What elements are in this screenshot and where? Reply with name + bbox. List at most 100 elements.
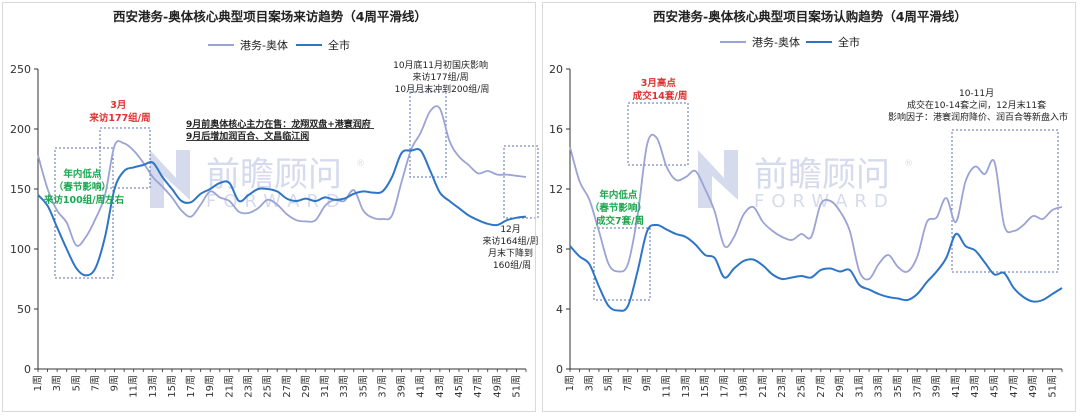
legend-label-gangwu: 港务-奥体 [752, 35, 800, 49]
legend-label-gangwu: 港务-奥体 [240, 38, 288, 52]
x-tick-label: 51周 [1046, 375, 1058, 398]
subscription-trend-panel: 西安港务-奥体核心典型项目案场认购趋势（4周平滑线） 港务-奥体 全市 前瞻顾问… [540, 0, 1080, 416]
visit-plot-area: 0 50 100 150 200 250 1周 3周 5周 7周 9周 11周 13周 15周 17周 19周… [10, 63, 527, 398]
x-tick-label: 5周 [603, 375, 615, 391]
watermark-brand-en: FORWARD [754, 191, 895, 212]
y-tick-label: 4 [556, 303, 563, 316]
forward-logo-icon [150, 150, 190, 208]
x-tick-label: 3周 [51, 375, 63, 391]
x-tick-label: 13周 [147, 375, 159, 398]
annotation-march: 3月 来访177组/周 [88, 100, 150, 124]
y-tick-label: 0 [556, 363, 563, 376]
x-tick-label: 41周 [950, 375, 962, 398]
x-tick-label: 11周 [660, 375, 672, 398]
y-tick-label: 150 [10, 183, 31, 196]
x-tick-label: 17周 [185, 375, 197, 398]
x-tick-label: 35周 [892, 375, 904, 398]
chart-title: 西安港务-奥体核心典型项目案场来访趋势（4周平滑线） [113, 9, 427, 24]
x-tick-label: 3周 [583, 375, 595, 391]
x-tick-label: 29周 [300, 375, 312, 398]
x-tick-label: 27周 [281, 375, 293, 398]
visit-trend-chart: 西安港务-奥体核心典型项目案场来访趋势（4周平滑线） 港务-奥体 全市 前瞻顾问… [10, 9, 540, 398]
x-tick-label: 49周 [491, 375, 503, 398]
annotation-sept: 9月前奥体核心主力在售：龙翔双盘+港寰润府 9月后增加润百合、文昌临江阅 [186, 118, 374, 142]
x-tick-label: 27周 [815, 375, 827, 398]
y-tick-label: 0 [24, 363, 31, 376]
x-tick-label: 33周 [873, 375, 885, 398]
x-tick-label: 51周 [510, 375, 522, 398]
annotation-box-oct [409, 91, 447, 178]
x-tick-label: 49周 [1027, 375, 1039, 398]
x-tick-label: 17周 [718, 375, 730, 398]
x-tick-label: 29周 [834, 375, 846, 398]
x-tick-label: 35周 [357, 375, 369, 398]
x-tick-label: 47周 [1008, 375, 1020, 398]
x-tick-label: 19周 [204, 375, 216, 398]
annotation-box-dec [503, 145, 539, 219]
x-tick-label: 1周 [32, 375, 44, 391]
subscription-trend-chart: 西安港务-奥体核心典型项目案场认购趋势（4周平滑线） 港务-奥体 全市 前瞻顾问… [549, 9, 1068, 398]
x-tick-label: 25周 [262, 375, 274, 398]
series-line-city [37, 148, 527, 277]
y-tick-label: 20 [549, 63, 563, 76]
y-tick-label: 50 [17, 303, 31, 316]
annotation-oct: 10月底11月初国庆影响 来访177组/周 10月月末冲到200组/周 [393, 59, 491, 95]
x-tick-label: 31周 [853, 375, 865, 398]
panel-frame [2, 2, 536, 412]
x-tick-label: 37周 [911, 375, 923, 398]
annotation-box-oct [951, 129, 1059, 273]
x-tick-label: 25周 [796, 375, 808, 398]
y-tick-label: 16 [549, 123, 563, 136]
x-tick-label: 45周 [988, 375, 1000, 398]
y-tick-label: 100 [10, 243, 31, 256]
x-tick-label: 15周 [166, 375, 178, 398]
x-tick-label: 21周 [757, 375, 769, 398]
x-tick-label: 7周 [622, 375, 634, 391]
x-tick-label: 39周 [396, 375, 408, 398]
x-tick-label: 13周 [680, 375, 692, 398]
x-tick-label: 1周 [564, 375, 576, 391]
series-line-city [569, 223, 1063, 312]
x-tick-label: 39周 [931, 375, 943, 398]
series-line-gangwu [569, 133, 1063, 281]
y-tick-label: 8 [556, 243, 563, 256]
y-tick-label: 12 [549, 183, 563, 196]
x-tick-label: 43周 [969, 375, 981, 398]
annotation-box-low [54, 147, 114, 279]
x-tick-label: 19周 [738, 375, 750, 398]
x-tick-label: 15周 [699, 375, 711, 398]
x-tick-label: 23周 [776, 375, 788, 398]
annotation-box-low [593, 227, 651, 301]
x-tick-label: 31周 [319, 375, 331, 398]
annotation-low: 年内低点 （春节影响） 来访100组/周左右 [43, 168, 125, 206]
watermark-reg: ® [904, 159, 913, 169]
x-tick-label: 21周 [223, 375, 235, 398]
annotation-march: 3月高点 成交14套/周 [633, 77, 688, 102]
watermark-reg: ® [356, 159, 365, 169]
watermark-brand-cn: 前瞻顾问 [754, 155, 890, 195]
annotation-box-march [99, 127, 151, 189]
series-line-gangwu [37, 105, 527, 247]
x-tick-label: 37周 [376, 375, 388, 398]
y-tick-label: 200 [10, 123, 31, 136]
watermark-brand-cn: 前瞻顾问 [206, 155, 342, 195]
x-tick-label: 47周 [472, 375, 484, 398]
x-tick-label: 33周 [338, 375, 350, 398]
legend-label-city: 全市 [328, 38, 350, 52]
x-tick-label: 9周 [109, 375, 121, 391]
x-tick-label: 45周 [453, 375, 465, 398]
legend-label-city: 全市 [838, 35, 860, 49]
annotation-oct: 10-11月 成交在10-14套之间，12月末11套 影响因子：港寰润府降价、润… [888, 88, 1068, 123]
y-tick-label: 250 [10, 63, 31, 76]
panel-frame [542, 2, 1076, 412]
annotation-low: 年内低点 （春节影响） 成交7套/周 [590, 189, 650, 227]
x-tick-label: 7周 [89, 375, 101, 391]
x-tick-label: 23周 [243, 375, 255, 398]
annotation-dec: 12月 来访164组/周 月末下降到 160组/周 [482, 224, 540, 271]
chart-title: 西安港务-奥体核心典型项目案场认购趋势（4周平滑线） [653, 9, 967, 24]
x-tick-label: 41周 [415, 375, 427, 398]
forward-watermark: 前瞻顾问 ® FORWARD [698, 150, 913, 212]
annotation-box-march [627, 102, 689, 166]
x-tick-label: 5周 [70, 375, 82, 391]
subscription-plot-area: 0 4 8 12 16 20 1周 3周 5周 7周 9周 11周 13周 15周 17周 19周 21周 23周… [549, 63, 1063, 398]
